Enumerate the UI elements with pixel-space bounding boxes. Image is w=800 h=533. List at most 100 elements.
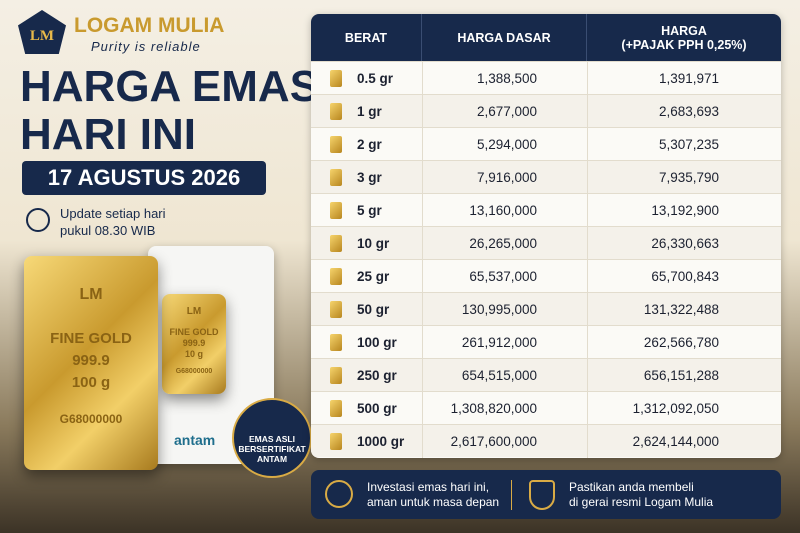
- header-cell: HARGA DASAR: [422, 14, 587, 61]
- table-row: 250 gr 654,515,000 656,151,288: [311, 358, 781, 392]
- price-with-tax: 1,391,971: [658, 71, 719, 86]
- column-divider: [422, 260, 423, 293]
- update-line: pukul 08.30 WIB: [60, 223, 156, 238]
- weight: 500 gr: [357, 401, 397, 416]
- weight: 25 gr: [357, 269, 390, 284]
- gold-icon: [330, 433, 342, 450]
- header-text: HARGA: [661, 23, 707, 38]
- header-cell: HARGA (+PAJAK PPH 0,25%): [587, 14, 781, 61]
- card-brand: antam: [174, 432, 216, 448]
- base-price: 261,912,000: [461, 335, 537, 350]
- header-text: (+PAJAK PPH 0,25%): [621, 37, 747, 52]
- column-divider: [422, 128, 423, 161]
- header-cell: BERAT: [311, 14, 422, 61]
- table-row: 50 gr 130,995,000 131,322,488: [311, 292, 781, 326]
- column-divider: [422, 62, 423, 95]
- table-row: 3 gr 7,916,000 7,935,790: [311, 160, 781, 194]
- date: 17 AGUSTUS 2026: [47, 165, 241, 190]
- base-price: 5,294,000: [476, 137, 537, 152]
- weight: 250 gr: [357, 368, 397, 383]
- base-price: 2,677,000: [476, 104, 537, 119]
- base-price: 130,995,000: [461, 302, 537, 317]
- column-divider: [587, 392, 588, 425]
- brand-tagline: Purity is reliable: [91, 39, 201, 54]
- logo-text: LM: [29, 28, 55, 44]
- table-row: 1000 gr 2,617,600,000 2,624,144,000: [311, 424, 781, 458]
- bar-text: 999.9: [182, 338, 206, 348]
- price-with-tax: 5,307,235: [658, 137, 719, 152]
- footer: Investasi emas hari ini, aman untuk masa …: [311, 470, 781, 519]
- gold-icon: [330, 235, 342, 252]
- gold-icon: [330, 301, 342, 318]
- gold-icon: [330, 103, 342, 120]
- price-with-tax: 131,322,488: [643, 302, 719, 317]
- table-row: 5 gr 13,160,000 13,192,900: [311, 193, 781, 227]
- bar-text: 100 g: [71, 374, 111, 391]
- brand-name: LOGAM MULIA: [74, 14, 225, 37]
- table-row: 25 gr 65,537,000 65,700,843: [311, 259, 781, 293]
- bar-logo: LM: [186, 306, 202, 317]
- column-divider: [587, 62, 588, 95]
- price-with-tax: 656,151,288: [643, 368, 719, 383]
- table-row: 0.5 gr 1,388,500 1,391,971: [311, 61, 781, 95]
- badge: EMAS ASLI BERSERTIFIKAT ANTAM: [232, 398, 312, 478]
- column-divider: [422, 227, 423, 260]
- column-divider: [587, 194, 588, 227]
- bar-logo: LM: [79, 286, 103, 303]
- base-price: 7,916,000: [476, 170, 537, 185]
- weight: 2 gr: [357, 137, 382, 152]
- column-divider: [422, 194, 423, 227]
- column-divider: [587, 161, 588, 194]
- date-box: 17 AGUSTUS 2026: [22, 161, 266, 195]
- price-with-tax: 2,683,693: [658, 104, 719, 119]
- divider: [511, 480, 512, 510]
- weight: 1000 gr: [357, 434, 405, 449]
- column-divider: [422, 293, 423, 326]
- table-row: 500 gr 1,308,820,000 1,312,092,050: [311, 391, 781, 425]
- update-line: Update setiap hari: [60, 206, 166, 221]
- weight: 3 gr: [357, 170, 382, 185]
- gold-icon: [330, 70, 342, 87]
- bar-text: FINE GOLD: [169, 327, 219, 337]
- shield-icon: [529, 480, 555, 510]
- price-table: BERAT HARGA DASAR HARGA (+PAJAK PPH 0,25%…: [311, 14, 781, 458]
- weight: 100 gr: [357, 335, 397, 350]
- table-row: 100 gr 261,912,000 262,566,780: [311, 325, 781, 359]
- column-divider: [587, 326, 588, 359]
- price-with-tax: 2,624,144,000: [632, 434, 719, 449]
- price-with-tax: 65,700,843: [651, 269, 719, 284]
- column-divider: [422, 359, 423, 392]
- weight: 50 gr: [357, 302, 390, 317]
- footer-line: aman untuk masa depan: [367, 495, 500, 509]
- large-bar: LM FINE GOLD 999.9 100 g G68000000: [24, 256, 158, 470]
- footer-line: di gerai resmi Logam Mulia: [569, 495, 714, 509]
- header-text: BERAT: [344, 30, 388, 45]
- bar-text: FINE GOLD: [50, 330, 132, 347]
- column-divider: [422, 161, 423, 194]
- column-divider: [422, 326, 423, 359]
- column-divider: [587, 128, 588, 161]
- small-bar: LM FINE GOLD 999.9 10 g G68000000: [162, 294, 226, 394]
- price-with-tax: 26,330,663: [651, 236, 719, 251]
- weight: 1 gr: [357, 104, 382, 119]
- column-divider: [422, 425, 423, 458]
- bar-text: G68000000: [59, 412, 123, 426]
- footer-line: Investasi emas hari ini,: [367, 480, 490, 494]
- price-with-tax: 13,192,900: [651, 203, 719, 218]
- weight: 10 gr: [357, 236, 390, 251]
- gold-icon: [330, 400, 342, 417]
- column-divider: [587, 260, 588, 293]
- table-row: 2 gr 5,294,000 5,307,235: [311, 127, 781, 161]
- clock-icon: [26, 208, 50, 232]
- table-row: 1 gr 2,677,000 2,683,693: [311, 94, 781, 128]
- base-price: 1,308,820,000: [450, 401, 537, 416]
- title: HARGA EMAS: [20, 62, 320, 111]
- gold-icon: [330, 202, 342, 219]
- badge-text: EMAS ASLI: [249, 434, 295, 444]
- gold-icon: [330, 136, 342, 153]
- gold-icon: [330, 268, 342, 285]
- bar-text: 10 g: [184, 349, 203, 359]
- gold-icon: [330, 334, 342, 351]
- base-price: 13,160,000: [469, 203, 537, 218]
